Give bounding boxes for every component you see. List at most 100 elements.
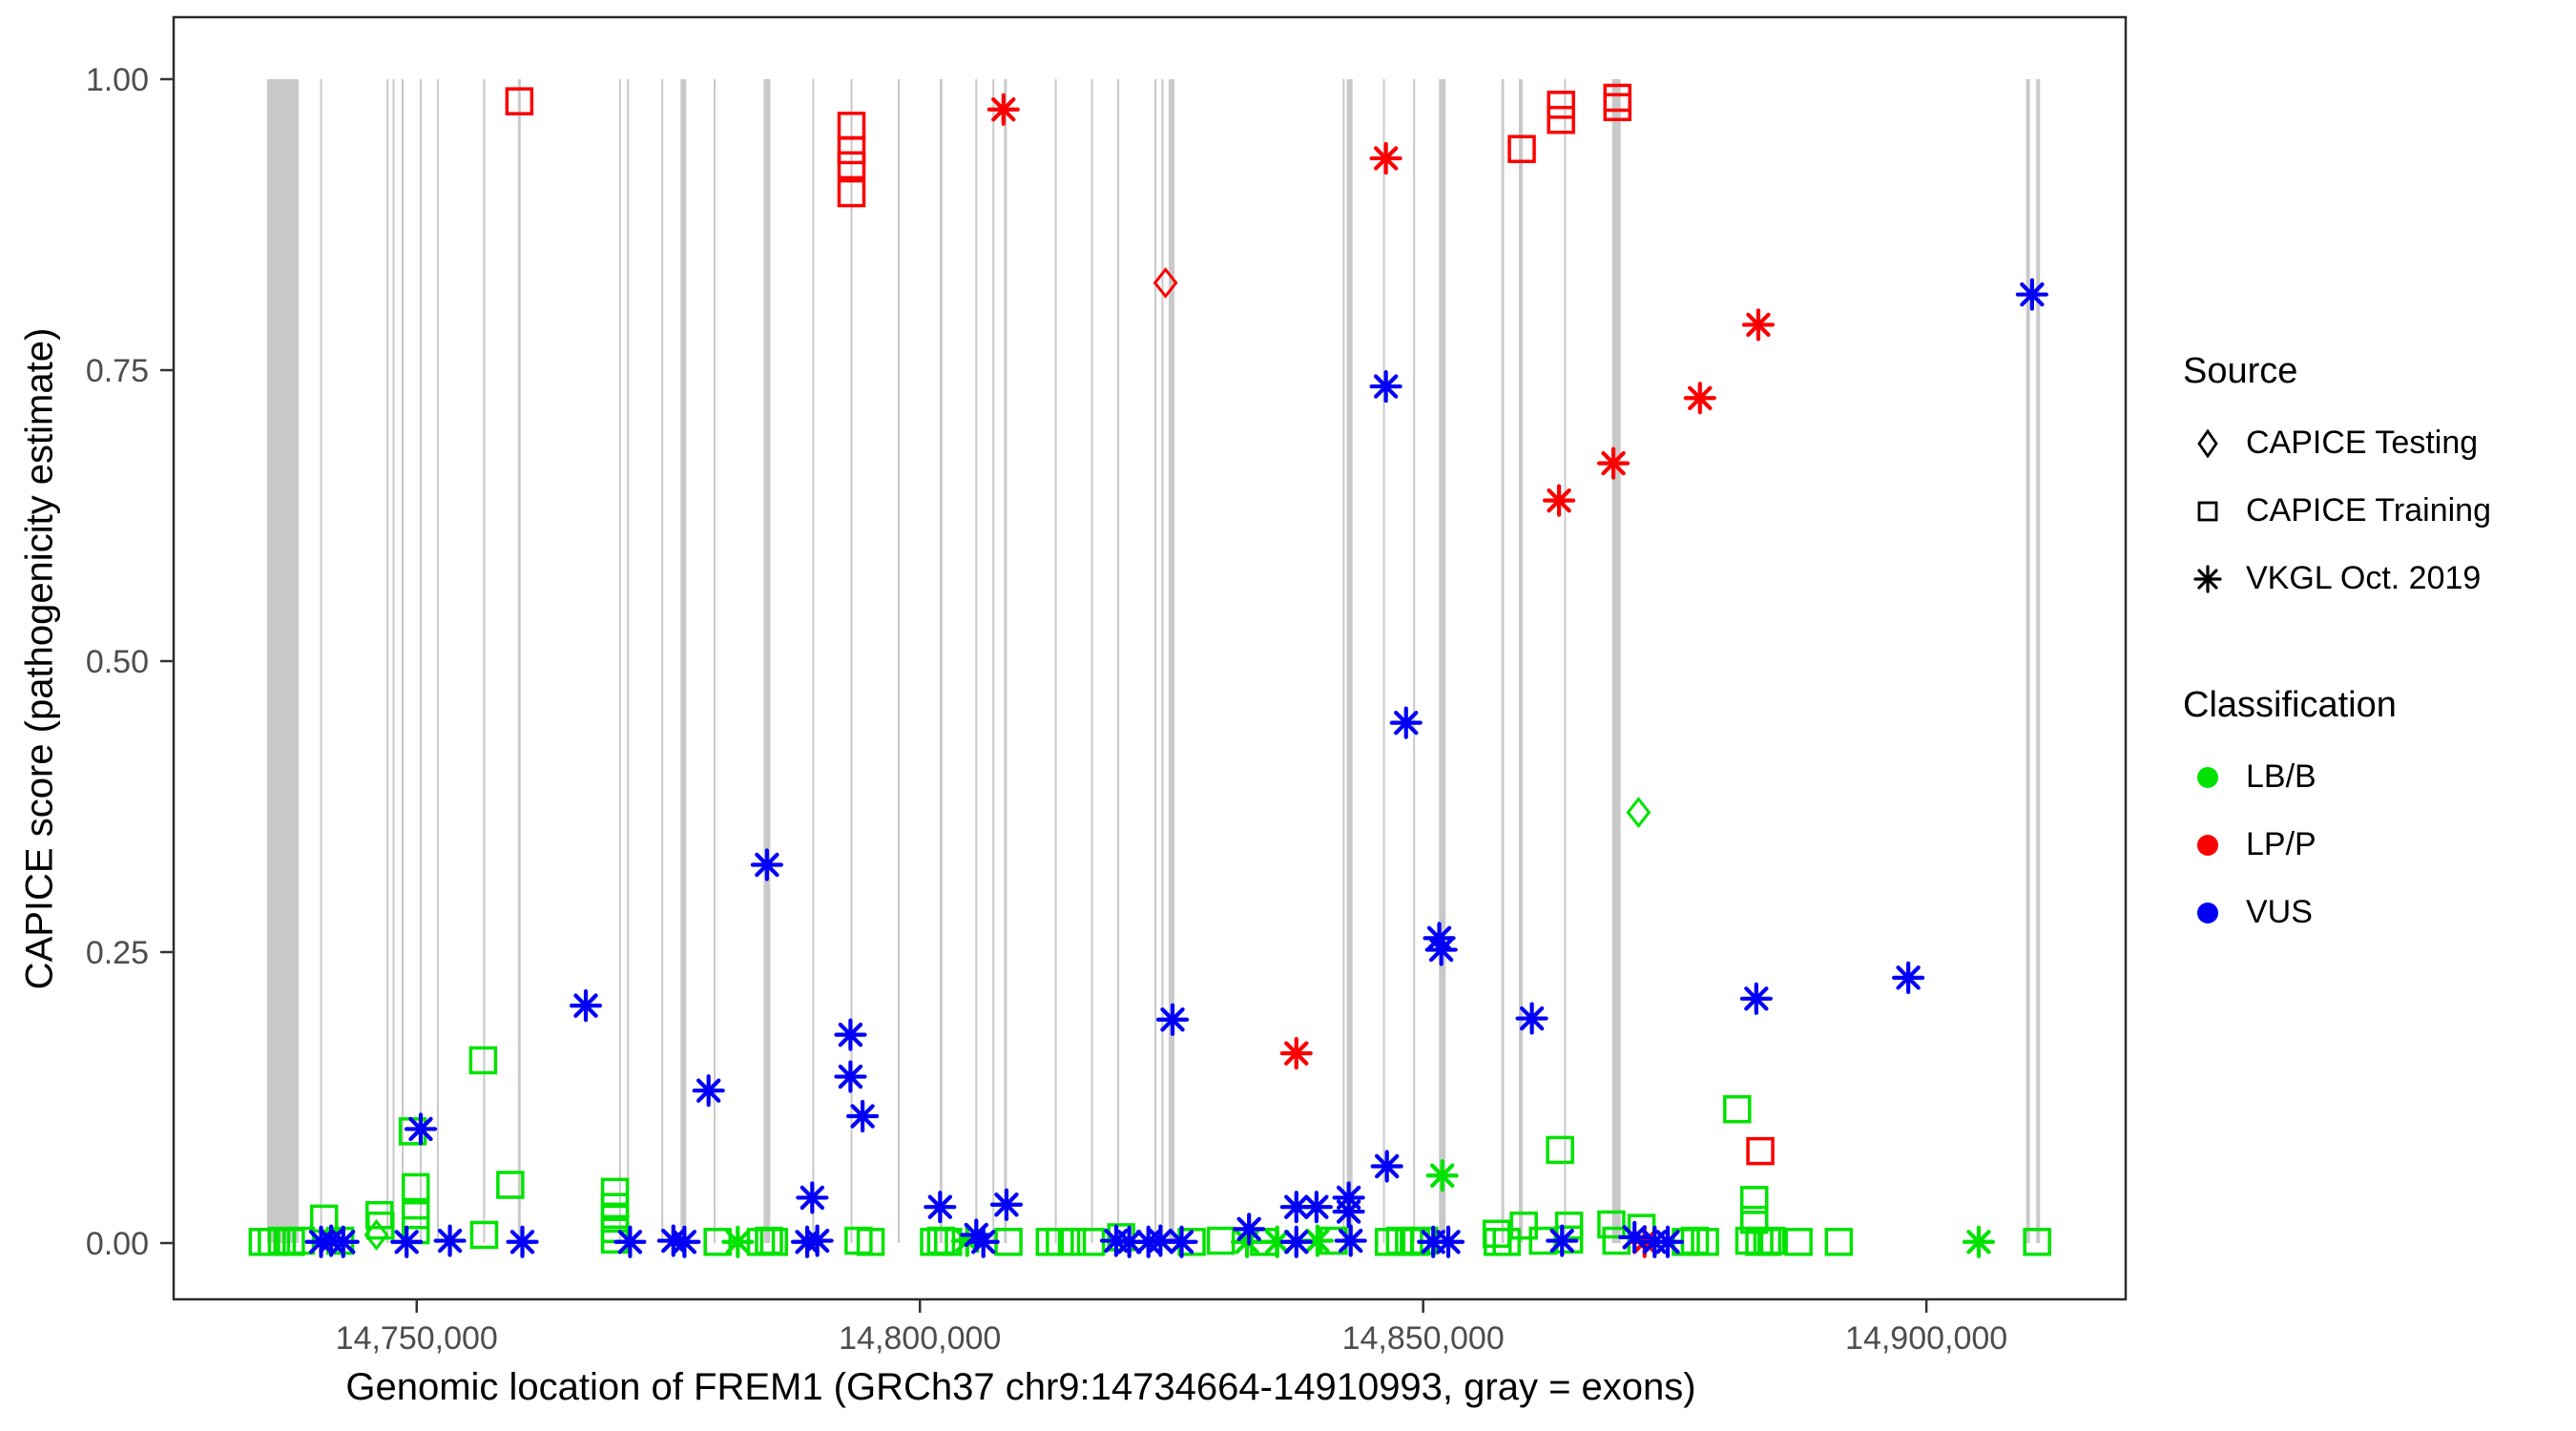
data-point <box>1483 1228 1512 1256</box>
data-point <box>1739 982 1773 1015</box>
data-point <box>845 1099 880 1133</box>
data-point <box>1651 1225 1685 1258</box>
y-tick-label: 0.75 <box>86 353 149 389</box>
exon-bar <box>392 79 395 1243</box>
exon-bar <box>1004 79 1008 1243</box>
legend-item: CAPICE Training <box>2183 477 2491 545</box>
data-point <box>1683 382 1716 415</box>
data-point <box>1597 1210 1626 1239</box>
exon-bar <box>1154 79 1157 1243</box>
data-point <box>1233 1213 1266 1246</box>
data-point <box>1542 484 1576 517</box>
data-point <box>1515 1002 1548 1035</box>
data-point <box>366 1211 395 1240</box>
data-point <box>1741 308 1776 342</box>
exon-bar <box>386 79 389 1243</box>
data-point <box>856 1228 885 1256</box>
exon-bar <box>1611 79 1621 1243</box>
data-point <box>506 1225 539 1258</box>
legend-item-label: VUS <box>2246 894 2313 930</box>
data-point <box>1482 1219 1511 1248</box>
data-point <box>1784 1228 1813 1256</box>
x-tick-label: 14,850,000 <box>1342 1320 1505 1357</box>
exon-bar <box>627 79 630 1243</box>
y-tick-label: 0.00 <box>86 1226 149 1262</box>
data-point <box>1509 1211 1538 1240</box>
data-point <box>920 1228 948 1256</box>
data-point <box>401 1200 430 1230</box>
square-icon <box>2197 501 2218 521</box>
legend-item-label: LB/B <box>2246 758 2316 795</box>
exon-bar <box>1346 79 1353 1243</box>
legend-item: VUS <box>2183 879 2491 946</box>
exon-bar <box>898 79 901 1243</box>
data-point <box>1680 1226 1710 1255</box>
exon-bar <box>1564 79 1567 1243</box>
legend-source-title: Source <box>2183 351 2298 391</box>
data-point <box>1892 961 1925 994</box>
data-point <box>1279 1191 1313 1224</box>
data-point <box>750 848 783 881</box>
legend-source-items: CAPICE Testing CAPICE Training VKGL Oct. 2… <box>2183 409 2491 612</box>
data-point <box>1626 797 1652 829</box>
legend-item: CAPICE Testing <box>2183 409 2491 477</box>
data-point <box>404 1112 438 1146</box>
exon-bar <box>812 79 815 1243</box>
data-point <box>496 1171 525 1199</box>
exon-bar <box>661 79 664 1243</box>
data-point <box>1739 1186 1769 1214</box>
exon-bar <box>1117 79 1120 1243</box>
data-point <box>613 1225 647 1258</box>
data-point <box>1423 922 1456 955</box>
legend-classification-items: LB/B LP/P VUS <box>2183 743 2491 946</box>
exon-bar <box>2025 79 2030 1243</box>
data-point <box>692 1074 725 1108</box>
axes: 14,750,000 14,800,000 14,850,000 14,900,000… <box>86 15 2128 1357</box>
data-point <box>1332 1194 1365 1229</box>
data-point <box>1260 1225 1294 1258</box>
data-point <box>1547 91 1575 119</box>
data-point <box>1389 706 1423 739</box>
data-point <box>401 1172 430 1202</box>
color-dot-icon <box>2197 766 2218 788</box>
legend-item-label: LP/P <box>2246 826 2316 862</box>
exon-bar <box>320 79 322 1243</box>
data-point <box>1230 1225 1264 1258</box>
data-point <box>505 87 534 115</box>
data-point <box>326 1225 360 1258</box>
exon-bar <box>1161 79 1164 1243</box>
data-point <box>1507 135 1536 163</box>
color-dot-icon <box>2197 834 2218 856</box>
data-point <box>1155 1003 1190 1036</box>
y-tick-label: 0.25 <box>86 935 149 971</box>
data-points <box>248 83 2051 1258</box>
data-point <box>1756 1226 1786 1255</box>
data-point <box>1425 1159 1459 1192</box>
data-point <box>721 1225 755 1258</box>
exon-bar <box>401 79 404 1243</box>
data-point <box>1057 1228 1087 1256</box>
data-point <box>1492 1228 1521 1256</box>
data-point <box>989 1188 1024 1221</box>
data-point <box>1370 1150 1403 1183</box>
data-point <box>837 135 866 165</box>
exon-bars <box>266 79 2041 1243</box>
legend-gap <box>2183 612 2491 685</box>
data-point <box>1603 93 1632 122</box>
color-dot-icon <box>2197 902 2218 923</box>
data-point <box>800 1224 834 1257</box>
data-point <box>837 151 866 180</box>
exon-bar <box>266 79 299 1243</box>
data-point <box>569 989 603 1023</box>
exon-bar <box>714 79 717 1243</box>
data-point <box>1299 1191 1333 1224</box>
data-point <box>1546 1224 1579 1257</box>
x-tick-label: 14,800,000 <box>839 1320 1001 1357</box>
exon-bar <box>1518 79 1524 1243</box>
data-point <box>1153 267 1178 299</box>
exon-bar <box>436 79 439 1243</box>
legend-classification-title: Classification <box>2183 685 2397 725</box>
legend-item-icon <box>2183 822 2233 868</box>
exon-bar <box>1413 79 1416 1243</box>
